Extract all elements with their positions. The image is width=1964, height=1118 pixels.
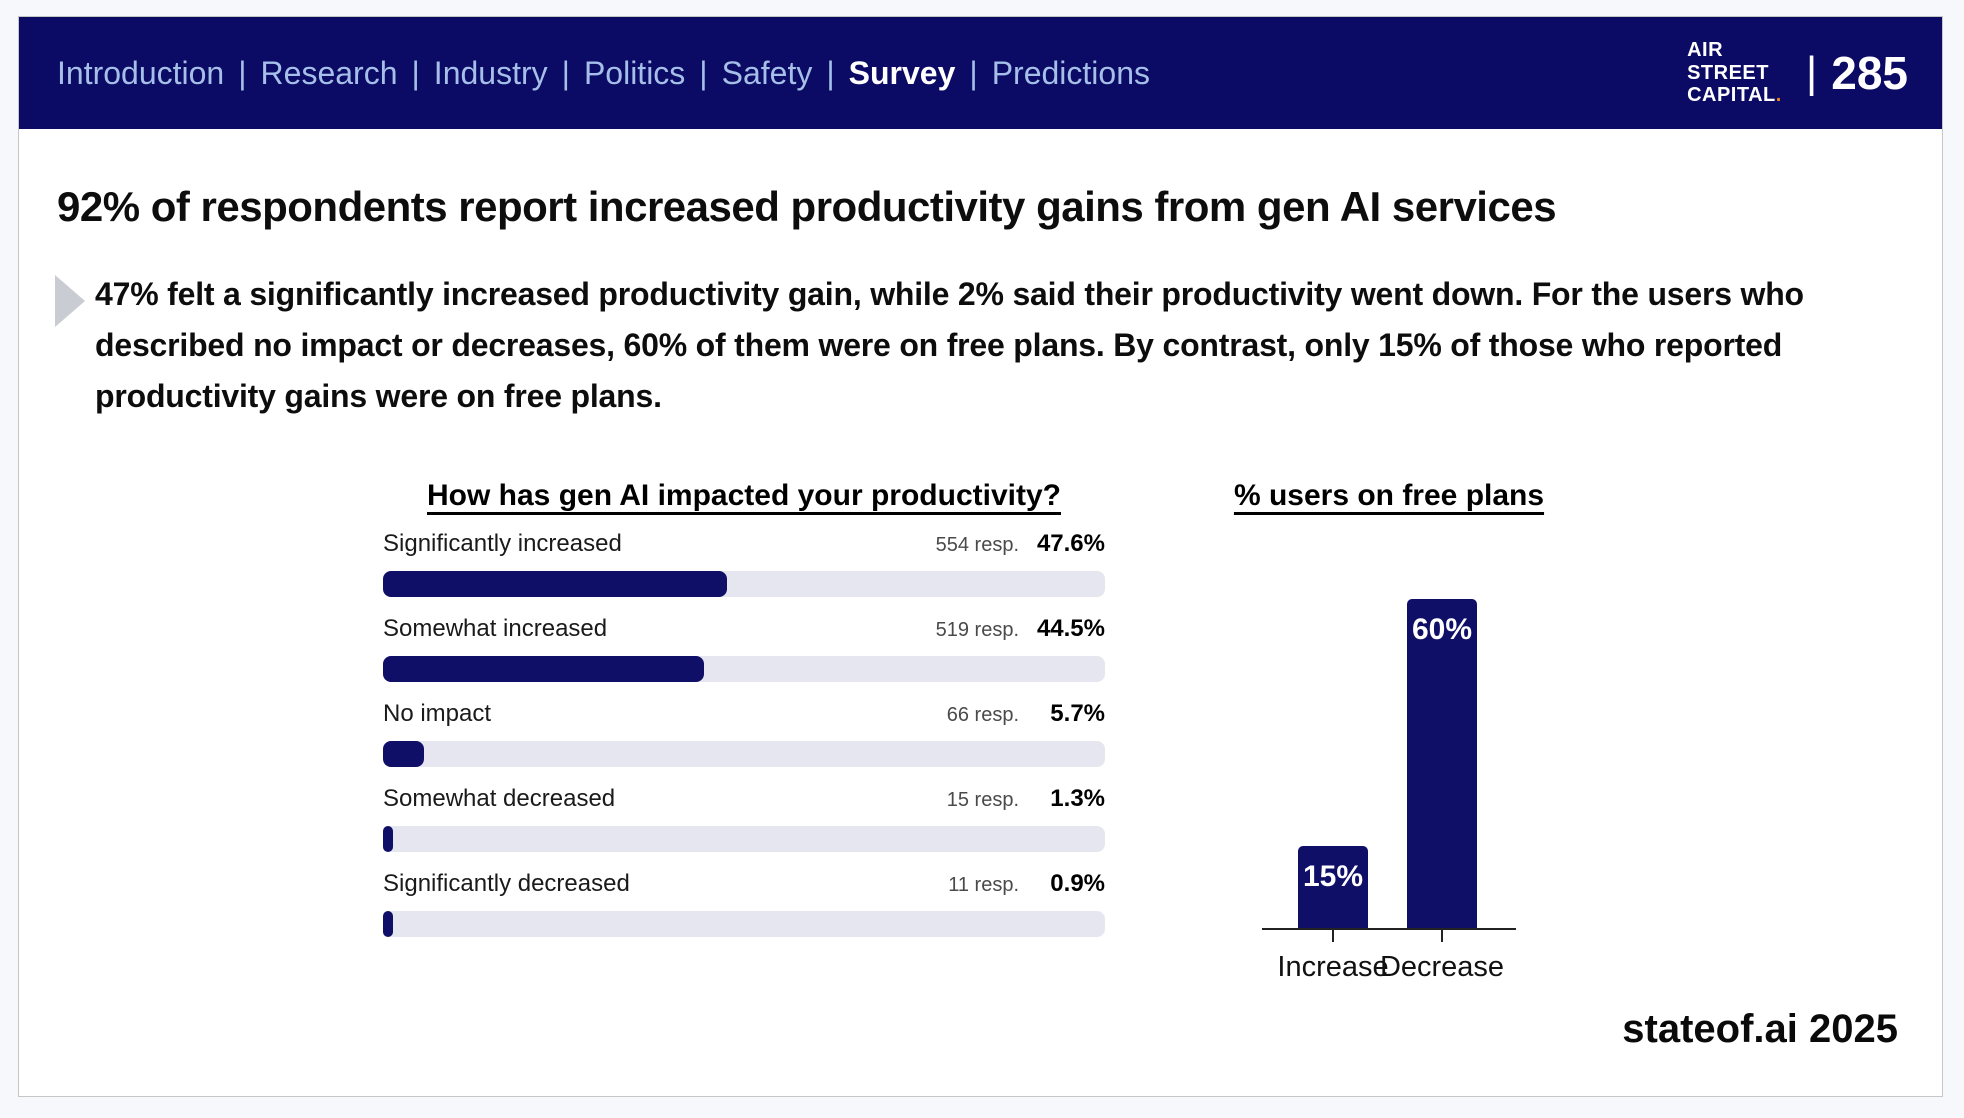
bullet-point: 47% felt a significantly increased produ… [55, 269, 1895, 423]
respondent-count: 554 resp. [935, 534, 1019, 556]
logo-line: AIR [1687, 38, 1724, 61]
bar-category-label: Somewhat increased [383, 615, 608, 642]
bar-track [383, 741, 1105, 767]
slide-card: Introduction | Research | Industry | Pol… [18, 16, 1943, 1097]
bar-row: Somewhat increased 519 resp. 44.5% [383, 615, 1105, 682]
brand-block: AIR STREET CAPITAL. | 285 [1687, 39, 1908, 107]
nav-item-politics[interactable]: Politics [583, 54, 686, 91]
bar-value-label: 44.5% [1036, 615, 1105, 642]
bar-fill [383, 911, 393, 937]
bar-fill [383, 741, 425, 767]
respondent-count: 11 resp. [948, 874, 1019, 896]
nav-separator: | [561, 54, 570, 91]
productivity-chart: How has gen AI impacted your productivit… [383, 479, 1105, 955]
page-number-separator: | [1805, 47, 1818, 97]
bar-value-label: 0.9% [1050, 870, 1105, 897]
axis-tick [1332, 930, 1334, 942]
respondent-count: 519 resp. [935, 619, 1019, 641]
bar-row: Significantly increased 554 resp. 47.6% [383, 530, 1105, 597]
nav-separator: | [969, 54, 978, 91]
bar-track [383, 911, 1105, 937]
logo-line: CAPITAL. [1687, 84, 1782, 107]
nav-item-introduction[interactable]: Introduction [57, 54, 225, 91]
nav-item-industry[interactable]: Industry [433, 54, 548, 91]
bar-row: Somewhat decreased 15 resp. 1.3% [383, 785, 1105, 852]
bar-track [383, 656, 1105, 682]
bar-row: Significantly decreased 11 resp. 0.9% [383, 870, 1105, 937]
air-street-capital-logo: AIR STREET CAPITAL. [1687, 39, 1782, 107]
bar-category-label: Somewhat decreased [383, 785, 616, 812]
bar-decrease: 60% [1407, 599, 1477, 929]
free-plans-chart: % users on free plans 15% 60% Increase D… [1137, 479, 1641, 1039]
stateofai-brand[interactable]: stateof.ai 2025 [1622, 1007, 1898, 1051]
bar-fill [383, 571, 727, 597]
page-number-value: 285 [1831, 46, 1908, 99]
bar-increase: 15% [1298, 846, 1368, 929]
respondent-count: 15 resp. [946, 789, 1019, 811]
nav-item-predictions[interactable]: Predictions [991, 54, 1150, 91]
free-plans-chart-title: % users on free plans [1233, 479, 1545, 512]
productivity-chart-title: How has gen AI impacted your productivit… [427, 479, 1061, 512]
nav-separator: | [238, 54, 247, 91]
bar-value-label: 47.6% [1036, 530, 1105, 557]
bullet-arrow-icon [55, 275, 85, 327]
bar-value-label: 5.7% [1050, 700, 1105, 727]
x-axis [1262, 928, 1516, 930]
bar-fill [383, 656, 705, 682]
nav-separator: | [411, 54, 420, 91]
page-number: | 285 [1806, 50, 1908, 96]
nav-item-research[interactable]: Research [260, 54, 398, 91]
slide-title: 92% of respondents report increased prod… [57, 183, 1557, 230]
bar-category-label: Significantly decreased [383, 870, 630, 897]
bar-track [383, 826, 1105, 852]
bar-value-label: 1.3% [1050, 785, 1105, 812]
logo-line: STREET [1687, 61, 1769, 84]
bar-category-label: Significantly increased [383, 530, 622, 557]
bar-category-label: No impact [383, 700, 492, 727]
bar-value-label: 15% [1302, 860, 1364, 893]
logo-period: . [1775, 84, 1782, 107]
bar-row: No impact 66 resp. 5.7% [383, 700, 1105, 767]
category-label-increase: Increase [1277, 951, 1389, 983]
nav-item-safety[interactable]: Safety [721, 54, 813, 91]
nav-separator: | [699, 54, 708, 91]
bullet-text: 47% felt a significantly increased produ… [95, 276, 1804, 415]
category-label-decrease: Decrease [1379, 951, 1505, 983]
nav-item-survey[interactable]: Survey [848, 54, 956, 91]
bar-value-label: 60% [1411, 613, 1473, 646]
bar-track [383, 571, 1105, 597]
bar-rows: Significantly increased 554 resp. 47.6% … [383, 530, 1105, 937]
free-plans-plot: 15% 60% [1137, 479, 1641, 929]
bar-fill [383, 826, 393, 852]
header-bar: Introduction | Research | Industry | Pol… [19, 17, 1942, 129]
section-nav: Introduction | Research | Industry | Pol… [57, 55, 1150, 92]
nav-separator: | [826, 54, 835, 91]
respondent-count: 66 resp. [946, 704, 1019, 726]
axis-tick [1441, 930, 1443, 942]
